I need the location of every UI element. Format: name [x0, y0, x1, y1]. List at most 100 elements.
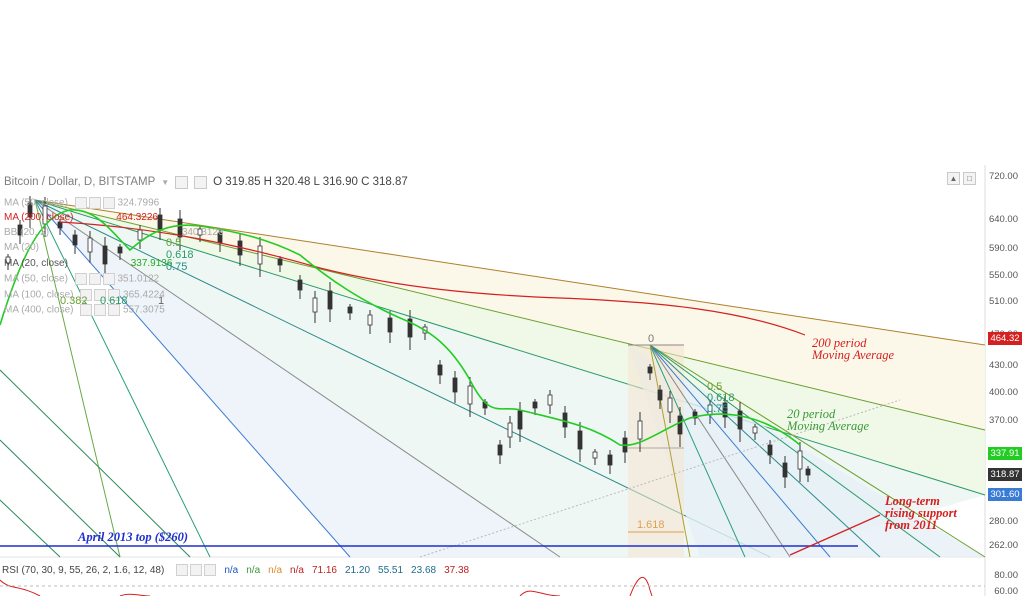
- candle-body: [72, 234, 78, 246]
- gear-icon[interactable]: [94, 289, 107, 301]
- arrow-up-icon[interactable]: ▲: [947, 172, 960, 185]
- chart-controls: ▲ □: [947, 172, 976, 185]
- candle-body: [797, 450, 803, 470]
- rsi-value: 37.38: [444, 564, 470, 576]
- gear-icon[interactable]: [190, 564, 203, 576]
- candle-body: [177, 218, 183, 238]
- candle-body: [517, 410, 523, 430]
- fib-label: 0.75: [166, 261, 188, 273]
- candle-body: [42, 205, 48, 225]
- candle-body: [577, 430, 583, 450]
- candle-body: [87, 237, 93, 253]
- candle-body: [17, 224, 23, 236]
- candle-body: [607, 454, 613, 466]
- indicator-label: MA (200, close): [4, 212, 74, 223]
- fib-label: 0.618: [166, 249, 194, 261]
- chevron-down-icon[interactable]: ▼: [161, 177, 170, 187]
- price-axis-tick: 550.00: [988, 270, 1018, 281]
- price-axis-tick: 400.00: [988, 387, 1018, 398]
- price-tag: 301.60: [988, 488, 1022, 501]
- fib-label: 0: [648, 333, 655, 345]
- price-tag: 318.87: [988, 468, 1022, 481]
- rsi-label: RSI (70, 30, 9, 55, 26, 2, 1.6, 12, 48): [2, 564, 165, 576]
- rsi-value: 55.51: [378, 564, 404, 576]
- indicator-row[interactable]: MA (100, close) 365.4224: [4, 289, 165, 301]
- candle-body: [692, 411, 698, 419]
- indicator-value: 365.4224: [123, 289, 165, 301]
- indicator-row[interactable]: MA (400, close) 557.3075: [4, 304, 165, 316]
- fib-label: 0.618: [707, 392, 735, 404]
- candle-body: [327, 290, 333, 310]
- ma20-annotation: 20 period Moving Average: [787, 407, 870, 433]
- rsi-axis-tick: 80.00: [994, 570, 1018, 581]
- indicator-row[interactable]: MA (200, close) 464.3226: [4, 212, 158, 223]
- indicator-label: MA (100, close): [4, 289, 74, 301]
- rsi-value: n/a: [224, 564, 239, 576]
- candles: [5, 196, 811, 488]
- indicator-row[interactable]: MA (20, close) 337.9136: [4, 258, 172, 269]
- gear-icon[interactable]: [88, 273, 101, 285]
- eye-icon[interactable]: [74, 273, 87, 285]
- candle-body: [782, 462, 788, 478]
- candle-body: [722, 402, 728, 418]
- candle-body: [347, 306, 353, 314]
- dotted-trend: [419, 399, 901, 558]
- indicator-label: MA (50, close): [4, 197, 68, 209]
- candle-body: [102, 245, 108, 265]
- candle-body: [637, 420, 643, 440]
- candle-body: [367, 314, 373, 326]
- indicator-row[interactable]: BB (20, 2) 340.3126: [4, 227, 224, 238]
- close-icon[interactable]: [102, 273, 115, 285]
- price-axis-tick: 510.00: [988, 296, 1018, 307]
- ma200-line: [59, 221, 806, 336]
- eye-icon[interactable]: [176, 564, 189, 576]
- close-icon[interactable]: [102, 197, 115, 209]
- right-fib-box: [628, 345, 684, 557]
- candle-body: [737, 410, 743, 430]
- eye-icon[interactable]: [74, 197, 87, 209]
- indicator-row[interactable]: MA (20): [4, 242, 39, 253]
- close-icon[interactable]: [108, 289, 121, 301]
- candle-body: [157, 214, 163, 230]
- candle-body: [767, 444, 773, 456]
- indicator-value: 351.0122: [117, 273, 160, 285]
- rsi-value: 23.68: [411, 564, 437, 576]
- indicator-row[interactable]: MA (50, close) 351.0122: [4, 273, 159, 285]
- candle-body: [387, 317, 393, 333]
- rsi-value: 21.20: [344, 564, 371, 576]
- candle-body: [752, 426, 758, 434]
- fib-label: 1: [158, 295, 165, 307]
- symbol-title[interactable]: Bitcoin / Dollar, D, BITSTAMP: [4, 176, 156, 188]
- candle-body: [677, 415, 683, 435]
- gear-icon[interactable]: [88, 197, 101, 209]
- candle-body: [297, 279, 303, 291]
- candle-body: [312, 297, 318, 313]
- gear-icon[interactable]: [94, 304, 107, 316]
- indicator-value: 464.3226: [116, 212, 158, 223]
- settings-icon[interactable]: [175, 175, 189, 189]
- candle-body: [497, 444, 503, 456]
- close-icon[interactable]: [204, 564, 217, 576]
- rsi-axis-tick: 60.00: [994, 586, 1018, 596]
- maximize-icon[interactable]: □: [963, 172, 976, 185]
- candle-body: [277, 258, 283, 266]
- indicator-value: 337.9136: [130, 258, 173, 269]
- candle-body: [805, 468, 811, 476]
- candle-body: [437, 364, 443, 376]
- fib-label: 0.382: [60, 295, 88, 307]
- candle-body: [507, 422, 513, 438]
- candle-body: [532, 401, 538, 409]
- candle-body: [667, 397, 673, 413]
- eye-icon[interactable]: [80, 289, 93, 301]
- rsi-value: 71.16: [311, 564, 337, 576]
- fib-label: 0.75: [707, 403, 729, 415]
- eye-icon[interactable]: [80, 304, 93, 316]
- rsi-legend[interactable]: RSI (70, 30, 9, 55, 26, 2, 1.6, 12, 48) …: [2, 564, 469, 576]
- indicator-row[interactable]: MA (50, close) 324.7996: [4, 197, 159, 209]
- indicator-label: MA (20): [4, 242, 40, 253]
- fib-label: 0.5: [166, 237, 182, 249]
- candle-body: [117, 246, 123, 254]
- close-icon[interactable]: [194, 175, 208, 189]
- rsi-line: [0, 577, 980, 596]
